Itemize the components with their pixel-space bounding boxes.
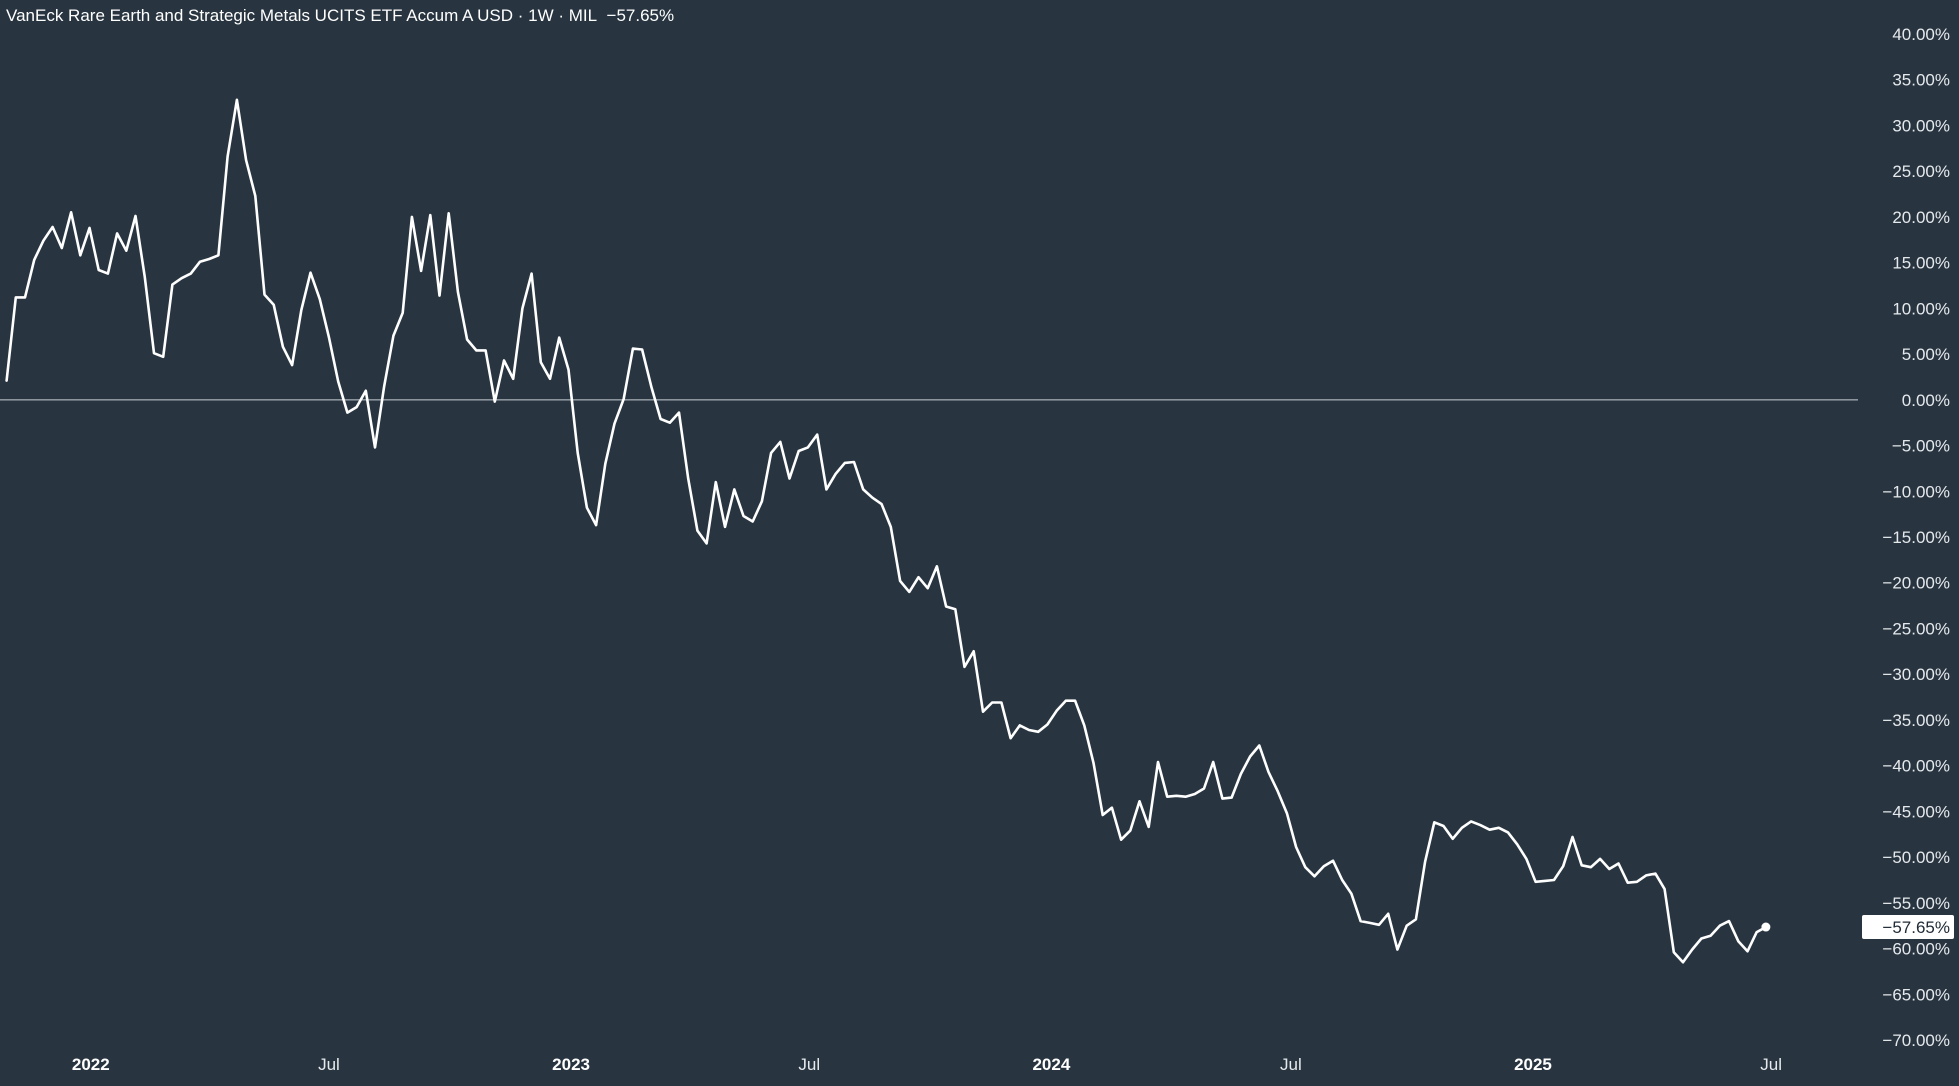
chart-title: VanEck Rare Earth and Strategic Metals U…	[6, 6, 674, 26]
y-tick-label: 5.00%	[1902, 345, 1950, 364]
chart-title-text: VanEck Rare Earth and Strategic Metals U…	[6, 6, 598, 25]
y-tick-label: 30.00%	[1892, 116, 1950, 135]
y-tick-label: −55.00%	[1882, 894, 1950, 913]
y-tick-label: 20.00%	[1892, 208, 1950, 227]
y-tick-label: −70.00%	[1882, 1031, 1950, 1050]
y-tick-label: −20.00%	[1882, 574, 1950, 593]
last-value-label-bg	[1862, 915, 1954, 940]
x-tick-label: 2023	[552, 1055, 590, 1074]
x-tick-label: 2024	[1032, 1055, 1070, 1074]
last-value-label-group: −57.65%	[1862, 915, 1954, 940]
y-tick-label: 35.00%	[1892, 71, 1950, 90]
y-tick-label: 25.00%	[1892, 162, 1950, 181]
y-tick-label: −25.00%	[1882, 619, 1950, 638]
y-tick-label: −30.00%	[1882, 665, 1950, 684]
series-line[interactable]	[5, 98, 1768, 964]
y-tick-label: −15.00%	[1882, 528, 1950, 547]
x-tick-label: 2025	[1514, 1055, 1552, 1074]
x-tick-label: Jul	[1760, 1055, 1782, 1074]
x-tick-label: Jul	[1280, 1055, 1302, 1074]
y-axis[interactable]: 40.00% 35.00% 30.00% 25.00% 20.00% 15.00% 10.0…	[1882, 25, 1950, 1050]
last-point-marker	[1761, 922, 1771, 932]
x-tick-label: Jul	[318, 1055, 340, 1074]
y-tick-label: −5.00%	[1892, 437, 1950, 456]
y-tick-label: −35.00%	[1882, 711, 1950, 730]
chart-change-value: −57.65%	[606, 6, 675, 25]
y-tick-label: 0.00%	[1902, 391, 1950, 410]
y-tick-label: 15.00%	[1892, 254, 1950, 273]
y-tick-label: −65.00%	[1882, 985, 1950, 1004]
y-tick-label: −40.00%	[1882, 757, 1950, 776]
y-tick-label: −45.00%	[1882, 802, 1950, 821]
y-tick-label: −60.00%	[1882, 940, 1950, 959]
x-tick-label: 2022	[72, 1055, 110, 1074]
x-tick-label: Jul	[798, 1055, 820, 1074]
series-group	[5, 98, 1771, 964]
last-value-label: −57.65%	[1882, 918, 1950, 937]
x-axis[interactable]: 2022 Jul 2023 Jul 2024 Jul 2025 Jul	[72, 1055, 1782, 1074]
y-tick-label: 40.00%	[1892, 25, 1950, 44]
y-tick-label: 10.00%	[1892, 299, 1950, 318]
y-tick-label: −10.00%	[1882, 482, 1950, 501]
y-tick-label: −50.00%	[1882, 848, 1950, 867]
